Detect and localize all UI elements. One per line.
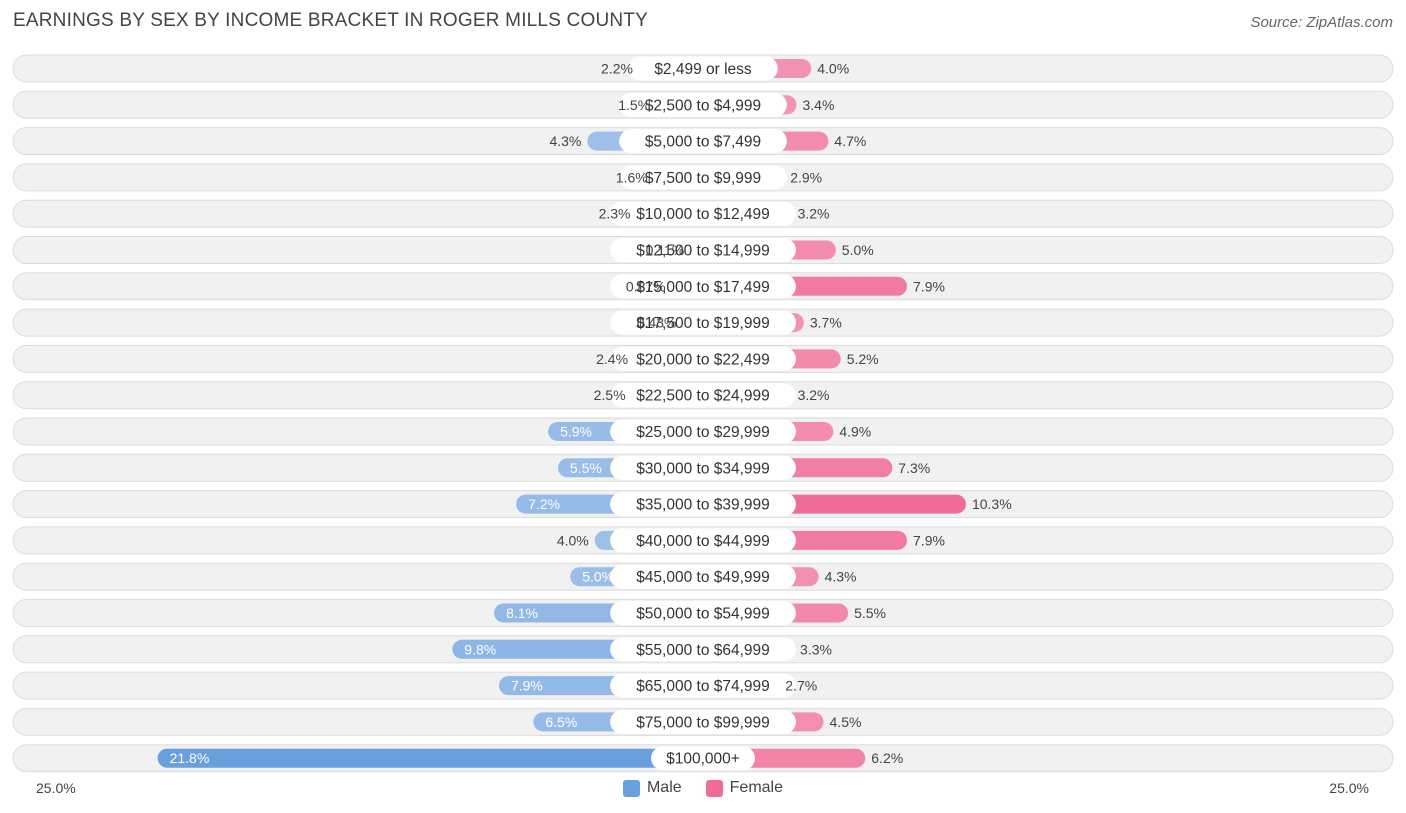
male-value-label: 6.5% [545,714,577,730]
legend-label-male: Male [646,779,682,796]
category-label: $5,000 to $7,499 [645,134,761,151]
category-label: $22,500 to $24,999 [636,388,770,405]
female-swatch-icon [705,779,723,797]
category-label: $2,500 to $4,999 [645,97,761,114]
category-label: $7,500 to $9,999 [645,170,761,187]
category-pill [610,310,796,335]
category-pill [619,129,787,154]
category-label: $25,000 to $29,999 [636,424,770,441]
male-value-label: 1.5% [618,97,650,113]
category-pill [651,746,755,771]
category-label: $20,000 to $22,499 [636,351,770,368]
female-value-label: 5.2% [847,351,879,367]
category-pill [610,528,796,553]
female-value-label: 4.7% [834,133,866,149]
female-value-label: 10.3% [972,496,1012,512]
category-pill [610,419,796,444]
male-bar [157,748,714,768]
female-value-label: 3.3% [800,641,832,657]
category-pill [610,564,796,589]
axis-label-right: 25.0% [1329,780,1369,796]
category-label: $45,000 to $49,999 [636,569,770,586]
male-value-label: 0.43% [637,315,677,331]
female-value-label: 6.2% [871,750,903,766]
category-pill [610,673,796,698]
male-value-label: 21.8% [170,750,210,766]
male-value-label: 0.11% [646,242,685,258]
male-value-label: 0.87% [626,278,666,294]
female-value-label: 2.9% [790,169,822,185]
female-value-label: 5.0% [842,242,874,258]
category-label: $75,000 to $99,999 [636,714,770,731]
female-value-label: 4.9% [839,424,871,440]
female-value-label: 2.7% [785,678,817,694]
category-pill [610,346,796,371]
category-pill [610,601,796,625]
category-pill [610,238,796,262]
category-label: $17,500 to $19,999 [636,315,770,332]
category-pill [619,165,787,190]
female-value-label: 5.5% [854,605,886,621]
female-value-label: 4.0% [817,61,849,77]
male-value-label: 5.9% [560,424,592,440]
male-value-label: 5.0% [582,569,614,585]
male-value-label: 4.3% [549,133,581,149]
category-label: $35,000 to $39,999 [636,497,770,514]
category-label: $10,000 to $12,499 [636,206,770,223]
source-credit: Source: ZipAtlas.com [1250,14,1393,31]
legend-label-female: Female [729,779,784,796]
female-value-label: 4.5% [830,714,862,730]
category-pill [610,201,796,226]
category-label: $12,500 to $14,999 [636,243,770,260]
male-value-label: 2.2% [601,61,633,77]
chart-title: EARNINGS BY SEX BY INCOME BRACKET IN ROG… [13,10,648,31]
male-value-label: 8.1% [506,605,538,621]
category-pill [628,56,778,81]
female-value-label: 3.7% [810,315,842,331]
female-value-label: 4.3% [825,569,857,585]
male-swatch-icon [622,779,640,797]
legend-item-female[interactable]: Female [705,779,784,797]
category-pill [610,383,796,408]
male-value-label: 4.0% [557,532,589,548]
category-label: $30,000 to $34,999 [636,460,770,477]
category-pill [610,455,796,480]
male-value-label: 2.5% [594,387,626,403]
female-value-label: 7.9% [913,278,945,294]
female-value-label: 3.2% [798,206,830,222]
category-label: $55,000 to $64,999 [636,642,770,659]
category-label: $100,000+ [666,751,740,768]
male-value-label: 2.3% [599,206,631,222]
female-value-label: 7.3% [898,460,930,476]
male-value-label: 2.4% [596,351,628,367]
male-value-label: 1.6% [616,169,648,185]
category-pill [610,274,796,299]
category-pill [610,492,796,517]
male-value-label: 7.2% [528,496,560,512]
female-value-label: 3.2% [798,387,830,403]
category-label: $40,000 to $44,999 [636,533,770,550]
legend-item-male[interactable]: Male [622,779,682,797]
category-pill [610,709,796,734]
axis-label-left: 25.0% [36,780,76,796]
category-label: $15,000 to $17,499 [636,279,770,296]
female-value-label: 7.9% [913,532,945,548]
male-value-label: 5.5% [570,460,602,476]
male-value-label: 9.8% [464,641,496,657]
male-value-label: 7.9% [511,678,543,694]
category-label: $2,499 or less [654,61,752,78]
female-value-label: 3.4% [803,97,835,113]
category-label: $50,000 to $54,999 [636,606,770,623]
legend: Male Female [0,779,1406,797]
category-pill [610,637,796,662]
category-pill [619,92,787,117]
category-label: $65,000 to $74,999 [636,678,770,695]
